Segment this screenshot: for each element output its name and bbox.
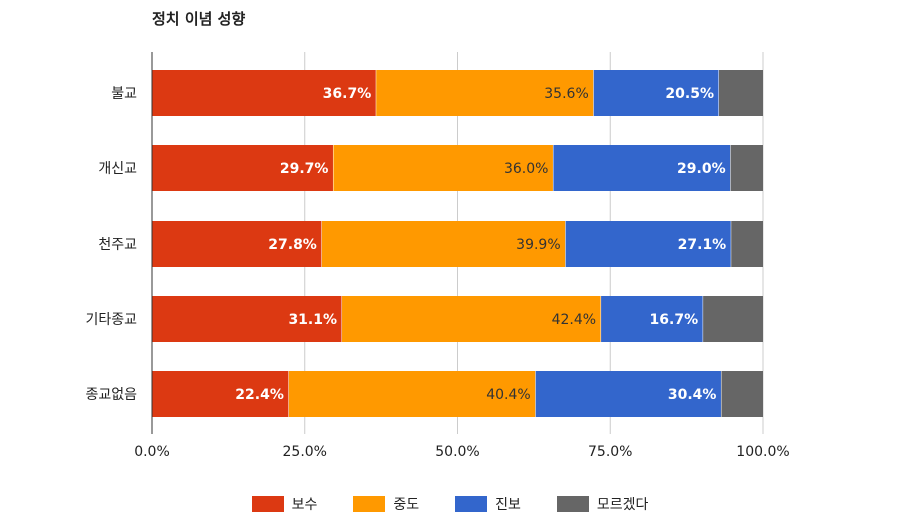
bar-segment bbox=[152, 70, 377, 116]
bar-segment bbox=[288, 371, 536, 417]
x-tick-label: 100.0% bbox=[736, 444, 789, 460]
data-label: 35.6% bbox=[544, 86, 588, 102]
legend-label: 중도 bbox=[393, 497, 420, 513]
legend-label: 진보 bbox=[495, 497, 521, 513]
data-label: 27.8% bbox=[268, 237, 317, 253]
bar-segment bbox=[565, 221, 732, 267]
data-label: 39.9% bbox=[516, 237, 560, 253]
legend-label: 보수 bbox=[291, 497, 318, 513]
x-tick-label: 0.0% bbox=[134, 444, 170, 460]
bar-segment bbox=[719, 70, 763, 116]
bar-segment bbox=[321, 221, 566, 267]
data-label: 42.4% bbox=[552, 312, 596, 328]
y-category-label: 불교 bbox=[111, 86, 137, 102]
chart-title: 정치 이념 성향 bbox=[152, 10, 246, 28]
x-tick-label: 25.0% bbox=[283, 444, 327, 460]
bar-segment bbox=[152, 296, 343, 342]
axes: 0.0% 25.0% 50.0% 75.0% 100.0% 불교개신교천주교기타종교종교없… bbox=[85, 52, 790, 460]
legend-swatch bbox=[455, 496, 488, 512]
stacked-bar-chart: 36.7% 35.6% 20.5% 29.7% 36.0% 29.0% 27.8% 39.9%… bbox=[85, 52, 790, 460]
x-tick-label: 50.0% bbox=[435, 444, 479, 460]
bar-segment bbox=[553, 145, 731, 191]
bar-segment bbox=[376, 70, 594, 116]
legend-item: 보수 bbox=[251, 494, 318, 514]
bar-segment bbox=[593, 70, 720, 116]
y-category-label: 천주교 bbox=[98, 237, 137, 253]
bar-segment bbox=[535, 371, 722, 417]
legend-swatch bbox=[251, 496, 284, 512]
legend-item: 진보 bbox=[455, 494, 521, 514]
legend-item: 중도 bbox=[353, 494, 419, 514]
bar-segment bbox=[342, 296, 602, 342]
bar-segment bbox=[721, 371, 763, 417]
bars: 36.7% 35.6% 20.5% 29.7% 36.0% 29.0% 27.8% 39.9%… bbox=[152, 70, 763, 417]
bar-segment bbox=[703, 296, 763, 342]
bar-segment bbox=[152, 221, 322, 267]
y-category-label: 개신교 bbox=[98, 161, 137, 177]
data-label: 27.1% bbox=[678, 237, 727, 253]
legend: 보수 중도 진보 모르겠다 bbox=[0, 494, 900, 514]
data-label: 29.0% bbox=[677, 161, 726, 177]
data-label: 31.1% bbox=[288, 312, 337, 328]
y-category-label: 기타종교 bbox=[85, 312, 137, 328]
data-label: 29.7% bbox=[280, 161, 329, 177]
bar-segment bbox=[152, 145, 334, 191]
data-label: 22.4% bbox=[235, 387, 284, 403]
data-label: 36.0% bbox=[504, 161, 548, 177]
legend-item: 모르겠다 bbox=[556, 494, 649, 514]
bar-segment bbox=[731, 221, 763, 267]
bar-segment bbox=[333, 145, 554, 191]
legend-label: 모르겠다 bbox=[596, 497, 649, 513]
data-label: 40.4% bbox=[486, 387, 530, 403]
bar-segment bbox=[730, 145, 763, 191]
data-label: 16.7% bbox=[650, 312, 699, 328]
y-category-label: 종교없음 bbox=[85, 387, 137, 403]
legend-swatch bbox=[353, 496, 386, 512]
data-label: 36.7% bbox=[323, 86, 372, 102]
data-label: 20.5% bbox=[665, 86, 714, 102]
bar-segment bbox=[601, 296, 704, 342]
x-tick-label: 75.0% bbox=[588, 444, 632, 460]
bar-segment bbox=[152, 371, 289, 417]
data-label: 30.4% bbox=[668, 387, 717, 403]
legend-swatch bbox=[556, 496, 589, 512]
